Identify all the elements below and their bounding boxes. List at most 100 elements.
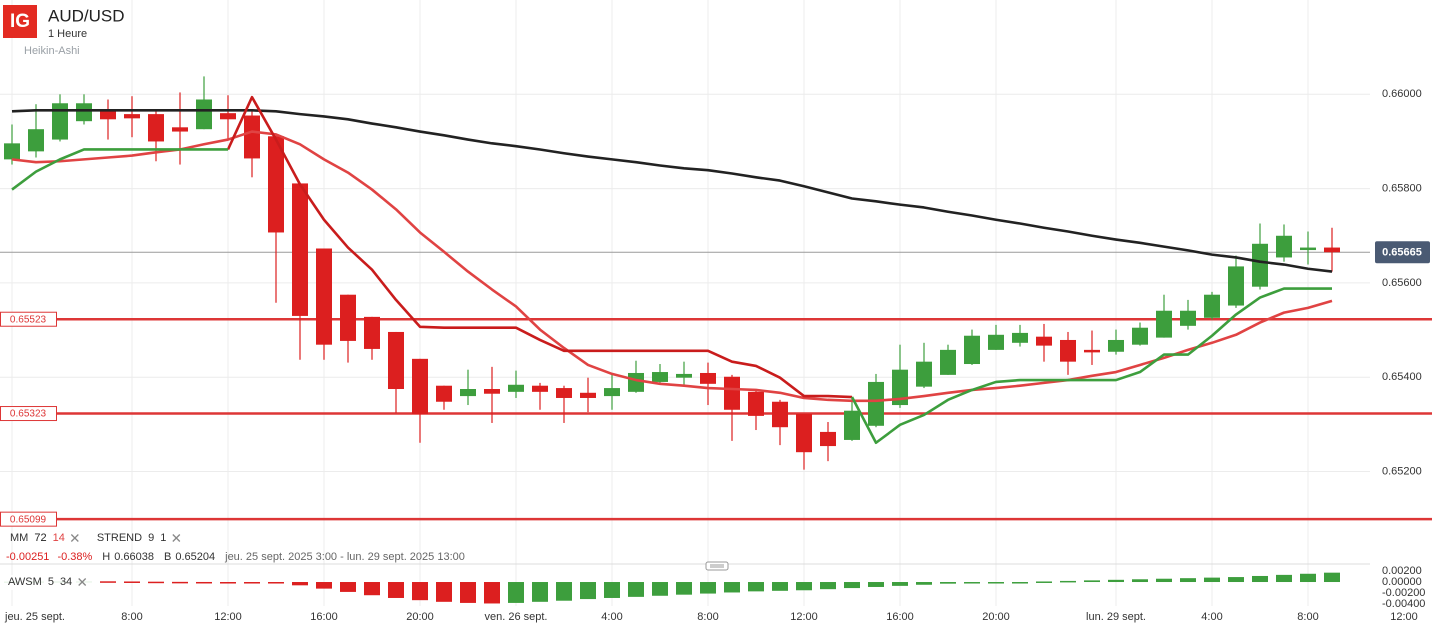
y-tick-label: 0.65400	[1382, 371, 1422, 383]
y-tick-label: -0.00200	[1382, 587, 1425, 599]
candle-body	[4, 143, 20, 160]
moving-average-line	[11, 109, 1333, 273]
candle-body	[844, 410, 860, 440]
supertrend-line	[11, 148, 1332, 445]
oscillator-bar	[700, 582, 716, 594]
stat-name: B	[164, 551, 171, 563]
chart-style: Heikin-Ashi	[24, 45, 80, 57]
x-tick-label: 20:00	[982, 611, 1010, 623]
logo-text: IG	[10, 11, 30, 32]
remove-icon	[172, 534, 181, 542]
logo	[3, 5, 37, 38]
y-tick-label: 0.66000	[1382, 88, 1422, 100]
indicator-param: 14	[53, 532, 65, 544]
y-tick-label: -0.00400	[1382, 598, 1425, 610]
indicator-param: 9	[148, 532, 154, 544]
indicator-name: STREND	[97, 532, 142, 544]
oscillator-bar	[988, 582, 1004, 584]
level-label: 0.65099	[10, 514, 47, 525]
remove-indicator[interactable]	[172, 534, 181, 542]
oscillator-bar	[1204, 577, 1220, 583]
candle-body	[700, 372, 716, 384]
oscillator-bar	[628, 582, 644, 597]
candle-body	[220, 113, 236, 120]
oscillator-bar	[964, 582, 980, 584]
candle-body	[1132, 327, 1148, 345]
candle-body	[1060, 339, 1076, 362]
indicator-param: 34	[60, 576, 72, 588]
oscillator-bar	[748, 582, 764, 592]
oscillator-bar	[844, 582, 860, 589]
x-tick-label: 16:00	[886, 611, 914, 623]
candle-body	[364, 316, 380, 349]
plot: 0.65523 0.65323 0.65099 0.65665	[0, 76, 1432, 527]
last-price-box	[1375, 241, 1430, 264]
x-tick-label: 8:00	[697, 611, 718, 623]
oscillator-bar	[1012, 582, 1028, 584]
y-tick-label: 0.65200	[1382, 465, 1422, 477]
indicator-label-box	[0, 575, 96, 590]
candle-body	[532, 385, 548, 392]
oscillator-bar	[436, 582, 452, 602]
candle-body	[76, 103, 92, 122]
x-tick-label: lun. 29 sept.	[1086, 611, 1146, 623]
date-range: jeu. 25 sept. 2025 3:00 - lun. 29 sept. …	[224, 551, 465, 563]
x-tick-label: 4:00	[1201, 611, 1222, 623]
candle-body	[316, 248, 332, 345]
x-tick-label: jeu. 25 sept.	[4, 611, 65, 623]
last-price-label: 0.65665	[1382, 247, 1422, 259]
candle-body	[340, 294, 356, 341]
remove-indicator[interactable]	[70, 534, 79, 542]
candle-body	[1012, 332, 1028, 343]
chart-title: AUD/USD	[48, 6, 125, 25]
oscillator-bar	[100, 581, 116, 583]
oscillator-bar	[772, 582, 788, 591]
oscillator-bar	[1060, 580, 1076, 583]
remove-indicator[interactable]	[78, 578, 87, 586]
legend: MM 72 14 STREND 9 1 -0.00251 -0.38% H 0.66038 B 0.6…	[0, 532, 465, 590]
oscillator-bar	[892, 582, 908, 586]
indicator-name: AWSM	[8, 576, 42, 588]
x-tick-label: 16:00	[310, 611, 338, 623]
oscillator-bar	[196, 581, 212, 584]
stat-value: 0.66038	[114, 551, 154, 563]
oscillator-bar	[916, 582, 932, 585]
oscillator-bar	[1156, 578, 1172, 583]
oscillator-bar	[652, 582, 668, 596]
oscillator-bar	[244, 582, 260, 584]
candle-body	[556, 388, 572, 398]
candle-body	[1228, 266, 1244, 306]
candle-body	[244, 115, 260, 159]
candle-body	[436, 385, 452, 402]
candle-body	[820, 431, 836, 447]
x-tick-label: ven. 26 sept.	[485, 611, 548, 623]
candle-body	[292, 183, 308, 316]
oscillator-bar	[364, 582, 380, 596]
indicator-param: 5	[48, 576, 54, 588]
y-tick-label: 0.65800	[1382, 183, 1422, 195]
candle-body	[1036, 336, 1052, 346]
oscillator-bar	[556, 582, 572, 601]
oscillator-bar	[412, 582, 428, 601]
oscillator-bar	[580, 582, 596, 600]
candle-body	[1084, 349, 1100, 353]
oscillator-bar	[340, 582, 356, 592]
level-label: 0.65523	[10, 314, 47, 325]
y-tick-label: 0.00200	[1382, 565, 1422, 577]
candle-body	[988, 334, 1004, 350]
oscillator-bar	[292, 582, 308, 586]
oscillator-bar	[1180, 578, 1196, 583]
candle-body	[1180, 310, 1196, 326]
chart-subtitle: 1 Heure	[48, 28, 87, 40]
resize-handle[interactable]	[705, 561, 729, 571]
x-tick-label: 12:00	[214, 611, 242, 623]
oscillator-bar	[268, 582, 284, 584]
oscillator-bar	[604, 582, 620, 598]
x-tick-label: 8:00	[121, 611, 142, 623]
candle-body	[916, 361, 932, 387]
candle-body	[268, 136, 284, 233]
remove-icon	[70, 534, 79, 542]
oscillator-bar	[316, 582, 332, 589]
